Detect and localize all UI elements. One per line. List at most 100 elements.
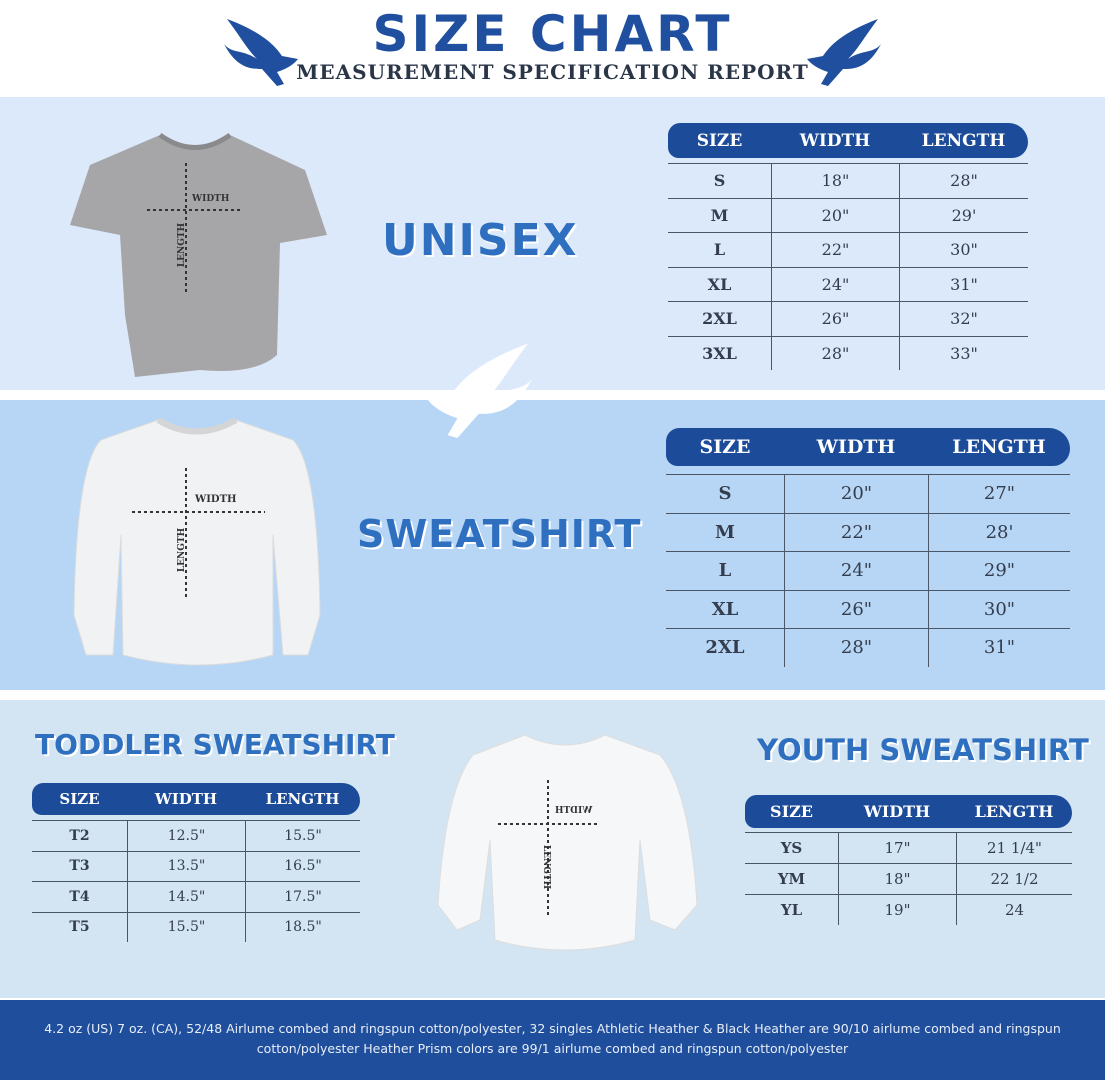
table-cell: YS [780,839,803,857]
column-header: SIZE [59,790,100,808]
table-cell: 28" [899,164,1028,198]
table-cell: 22 1/2 [956,864,1072,894]
table-cell: 2XL [702,309,737,329]
table-row: YM 18" 22 1/2 [745,863,1072,894]
table-cell: T4 [69,888,90,905]
column-header: LENGTH [921,130,1006,151]
size-table-sweatshirt: SIZE WIDTH LENGTH S 20" 27" M 22" 28' L 24" 29" XL 26… [666,428,1070,667]
table-cell: 26" [784,590,928,628]
length-label: LENGTH [177,222,188,268]
table-cell: 29' [899,198,1028,232]
section-title-toddler: TODDLER SWEATSHIRT [35,728,395,761]
size-table-toddler-sweatshirt: SIZE WIDTH LENGTH T2 12.5" 15.5" T3 13.5" 16.5" T… [32,783,360,942]
table-row: T4 14.5" 17.5" [32,881,360,912]
table-cell: T5 [69,919,90,936]
column-header: LENGTH [974,802,1054,821]
column-header: WIDTH [863,802,931,821]
table-cell: T2 [69,827,90,844]
table-header: SIZE WIDTH LENGTH [745,795,1072,828]
table-cell: 21 1/4" [956,833,1072,863]
table-cell: 28" [771,336,899,370]
table-header: SIZE WIDTH LENGTH [666,428,1070,466]
table-cell: 19" [838,895,956,925]
table-cell: 27" [928,475,1070,513]
table-cell: L [713,240,726,260]
table-row: YS 17" 21 1/4" [745,832,1072,863]
table-cell: 17.5" [245,882,360,912]
column-header: SIZE [699,436,751,458]
table-cell: 30" [899,233,1028,267]
table-cell: 29" [928,552,1070,590]
table-cell: 30" [928,590,1070,628]
table-cell: 24 [956,895,1072,925]
table-row: L 22" 30" [668,232,1028,267]
table-cell: 18.5" [245,912,360,942]
table-cell: 12.5" [127,821,245,851]
table-cell: 3XL [702,343,737,363]
section-title-youth: YOUTH SWEATSHIRT [757,733,1089,767]
sweatshirt-image [73,417,321,666]
table-row: S 20" 27" [666,474,1070,513]
dove-icon [427,343,533,438]
table-cell: 31" [899,267,1028,301]
table-cell: 16.5" [245,851,360,881]
column-header: SIZE [696,130,743,151]
table-cell: 24" [784,552,928,590]
table-row: T3 13.5" 16.5" [32,850,360,881]
table-cell: M [715,521,735,543]
column-header: WIDTH [154,790,218,808]
table-row: XL 26" 30" [666,589,1070,628]
table-cell: 14.5" [127,882,245,912]
width-label: WIDTH [192,194,230,204]
width-label: WIDTH [195,494,237,505]
table-row: 3XL 28" 33" [668,335,1028,370]
table-row: M 20" 29' [668,197,1028,232]
page-subtitle: MEASUREMENT SPECIFICATION REPORT [296,60,809,84]
length-label: LENGTH [541,844,552,890]
table-cell: 13.5" [127,851,245,881]
table-cell: S [718,483,732,505]
table-row: M 22" 28' [666,512,1070,551]
table-cell: YM [777,870,806,888]
fabric-footer: 4.2 oz (US) 7 oz. (CA), 52/48 Airlume co… [0,1000,1105,1080]
youth-sweatshirt-image [437,734,698,951]
table-cell: 33" [899,336,1028,370]
table-row: L 24" 29" [666,551,1070,590]
table-cell: 22" [771,233,899,267]
tshirt-image [70,132,327,377]
table-row: S 18" 28" [668,163,1028,198]
column-header: WIDTH [816,436,896,458]
table-header: SIZE WIDTH LENGTH [668,123,1028,158]
table-row: T2 12.5" 15.5" [32,820,360,851]
table-cell: 15.5" [127,912,245,942]
table-cell: 17" [838,833,956,863]
table-cell: 32" [899,302,1028,336]
table-cell: XL [707,274,732,294]
table-cell: 20" [771,198,899,232]
table-cell: 2XL [705,637,745,659]
table-cell: 31" [928,629,1070,667]
column-header: LENGTH [952,436,1046,458]
table-cell: 22" [784,513,928,551]
table-row: 2XL 26" 32" [668,301,1028,336]
table-row: 2XL 28" 31" [666,628,1070,667]
table-row: YL 19" 24 [745,894,1072,925]
table-cell: YL [780,901,803,919]
table-row: XL 24" 31" [668,266,1028,301]
table-cell: 28" [784,629,928,667]
table-cell: 28' [928,513,1070,551]
table-header: SIZE WIDTH LENGTH [32,783,360,815]
table-cell: XL [711,598,739,620]
section-title-sweatshirt: SWEATSHIRT [357,512,642,556]
size-table-unisex: SIZE WIDTH LENGTH S 18" 28" M 20" 29' L 22" 30" XL 24… [668,123,1028,370]
table-cell: 24" [771,267,899,301]
section-title-unisex: UNISEX [382,215,579,266]
table-cell: 20" [784,475,928,513]
table-cell: M [710,205,729,225]
table-cell: 18" [771,164,899,198]
table-row: T5 15.5" 18.5" [32,911,360,942]
column-header: SIZE [770,802,813,821]
table-cell: T3 [69,858,90,875]
width-label: WIDTH [555,806,593,816]
table-cell: L [718,560,732,582]
